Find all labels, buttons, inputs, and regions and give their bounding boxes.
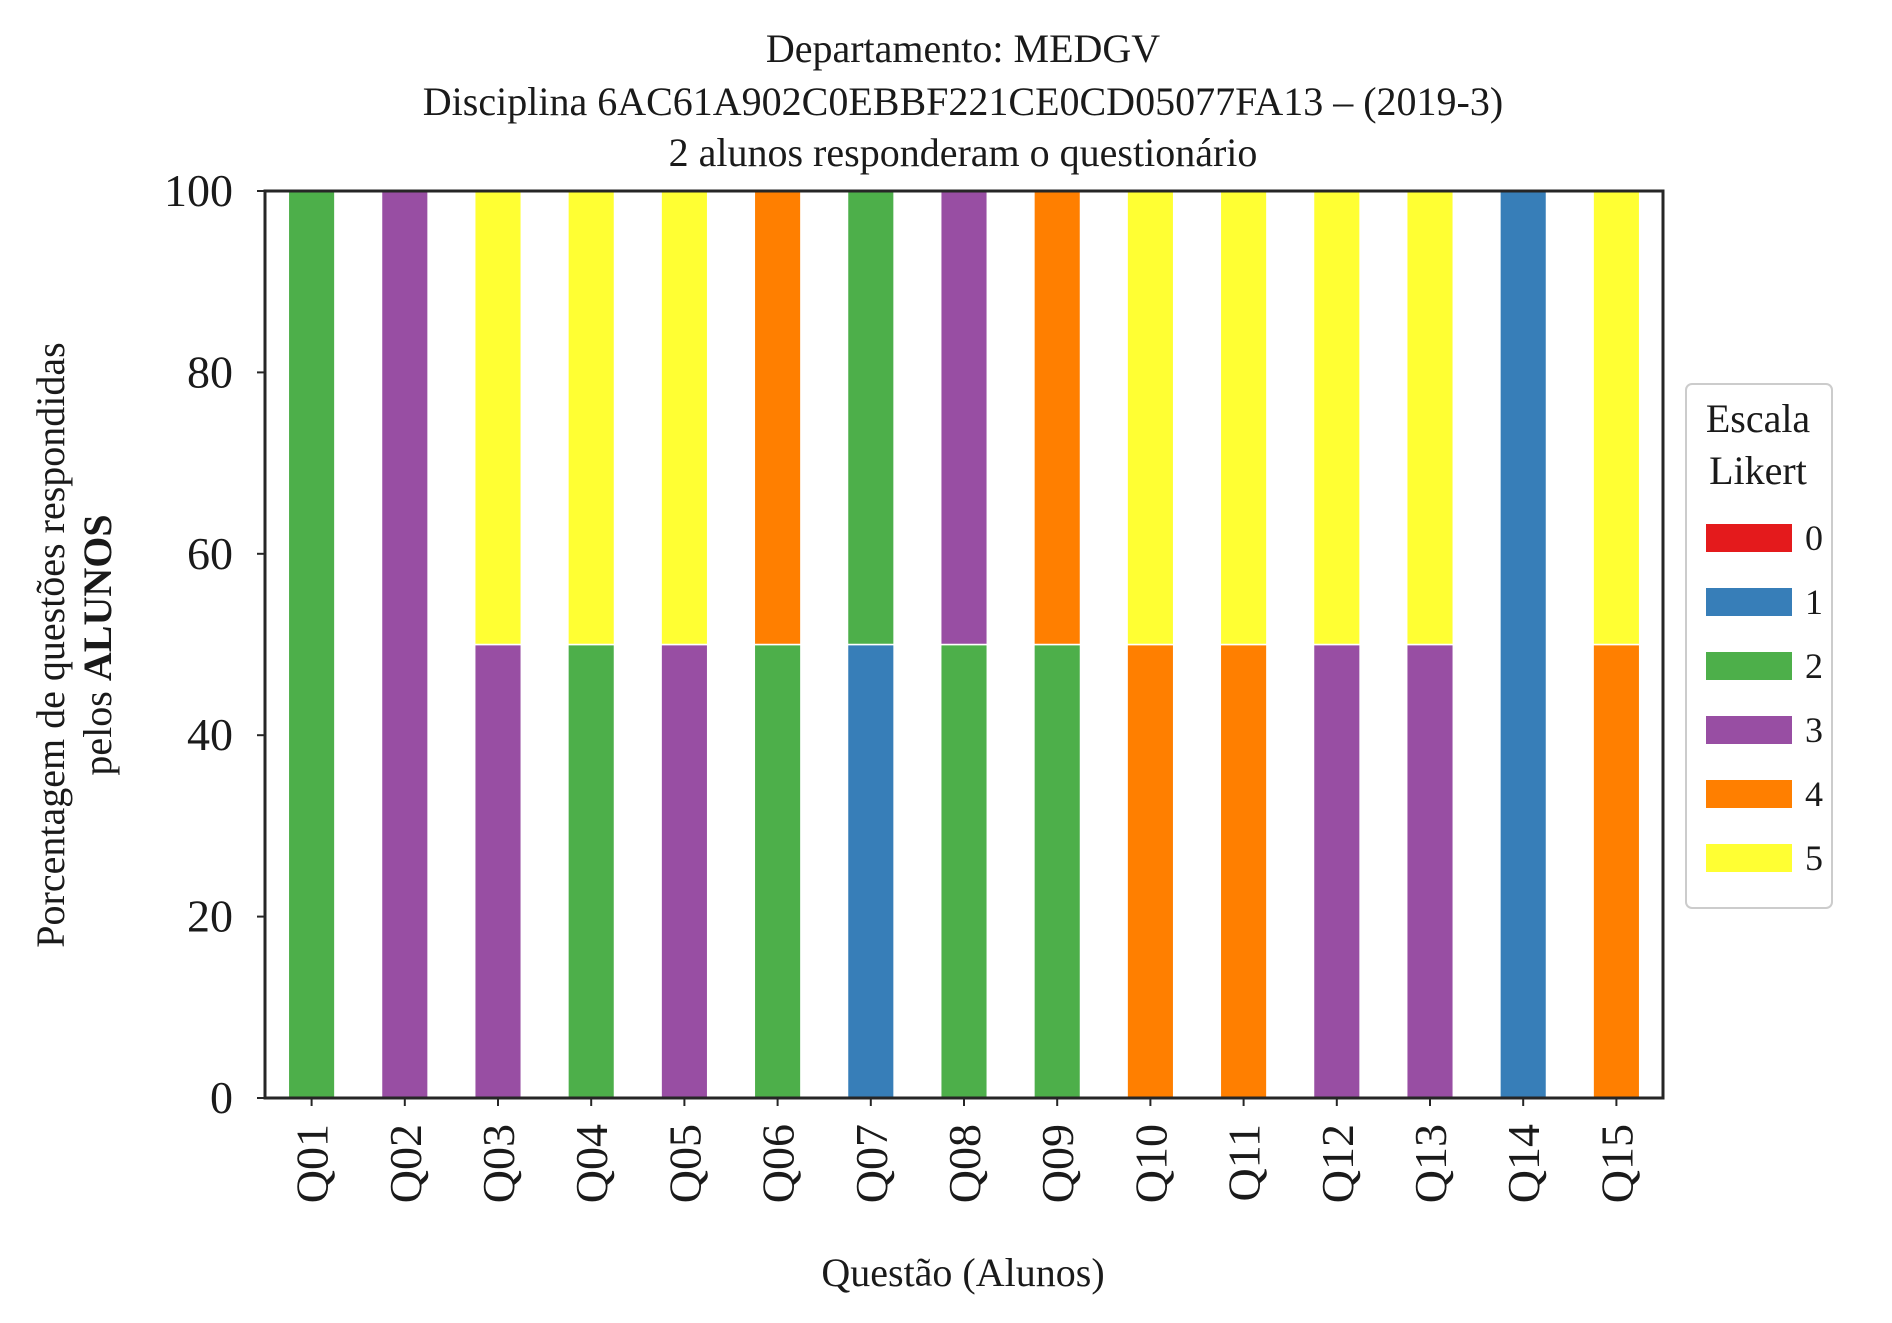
x-tick-label: Q07 [846, 1124, 897, 1203]
bars-group [287, 190, 1641, 1099]
y-axis-label: Porcentagem de questões respondidas pelo… [28, 342, 120, 947]
x-tick-label: Q09 [1032, 1124, 1083, 1203]
x-tick-label: Q04 [566, 1124, 617, 1203]
bar-Q10-likert-4 [1126, 643, 1175, 1099]
x-tick-label: Q01 [287, 1124, 338, 1203]
y-tick-label: 40 [187, 709, 233, 760]
x-tick-label: Q06 [753, 1124, 804, 1203]
bar-Q12-likert-5 [1312, 190, 1361, 646]
x-tick-label: Q13 [1405, 1124, 1456, 1203]
x-tick-label: Q12 [1312, 1124, 1363, 1203]
bar-Q11-likert-4 [1219, 643, 1268, 1099]
legend-swatch-3 [1706, 716, 1792, 744]
x-tick-label: Q10 [1125, 1124, 1176, 1203]
legend-swatch-0 [1706, 524, 1792, 552]
x-tick-label: Q11 [1219, 1124, 1270, 1202]
y-ticks-group: 0 20 40 60 80 100 [164, 165, 265, 1123]
legend-swatch-2 [1706, 652, 1792, 680]
bar-Q04-likert-2 [567, 643, 616, 1099]
y-tick-label: 100 [164, 165, 233, 216]
legend-label-4: 4 [1805, 774, 1823, 814]
bar-Q13-likert-3 [1405, 643, 1455, 1099]
bar-Q09-likert-2 [1033, 643, 1082, 1099]
bar-Q05-likert-5 [660, 190, 709, 646]
bar-Q10-likert-5 [1126, 190, 1175, 646]
chart-title-line-2: Disciplina 6AC61A902C0EBBF221CE0CD05077F… [423, 79, 1503, 124]
legend-box [1685, 383, 1833, 909]
legend-items: 0 1 2 3 4 5 [1706, 518, 1823, 878]
x-tick-label: Q08 [939, 1124, 990, 1203]
plot-frame [263, 189, 1665, 1100]
bar-Q07-likert-2 [846, 190, 895, 646]
bar-Q06-likert-2 [753, 643, 802, 1099]
legend-label-2: 2 [1805, 646, 1823, 686]
bar-Q08-likert-2 [939, 643, 989, 1099]
x-tick-label: Q15 [1591, 1124, 1642, 1203]
legend-label-1: 1 [1805, 582, 1823, 622]
bar-Q06-likert-4 [753, 190, 802, 646]
bar-Q01-likert-2 [287, 190, 336, 1099]
bar-Q03-likert-3 [473, 643, 523, 1099]
bar-Q14-likert-1 [1499, 190, 1548, 1099]
bar-Q05-likert-3 [660, 643, 709, 1099]
y-axis-label-bold: ALUNOS [75, 514, 120, 681]
bar-Q07-likert-1 [846, 643, 895, 1099]
bar-Q13-likert-5 [1405, 190, 1455, 646]
y-axis-label-prefix: pelos [75, 681, 120, 775]
x-ticks-group: Q01 Q02 Q03 Q04 Q05 Q06 Q07 Q08 Q09 Q10 Q11 Q12 Q13 Q… [287, 1098, 1642, 1203]
y-axis-label-line-1: Porcentagem de questões respondidas [28, 342, 73, 947]
legend-swatch-4 [1706, 780, 1792, 808]
bar-Q03-likert-5 [473, 190, 523, 646]
bar-Q04-likert-5 [567, 190, 616, 646]
bar-Q11-likert-5 [1219, 190, 1268, 646]
y-tick-label: 20 [187, 891, 233, 942]
y-tick-label: 80 [187, 346, 233, 397]
bar-Q15-likert-4 [1592, 643, 1641, 1099]
bar-Q09-likert-4 [1033, 190, 1082, 646]
legend: Escala Likert 0 1 2 3 4 5 [1685, 383, 1833, 909]
bar-Q15-likert-5 [1592, 190, 1641, 646]
y-tick-label: 0 [210, 1072, 233, 1123]
x-tick-label: Q02 [380, 1124, 431, 1203]
chart-title-line-1: Departamento: MEDGV [766, 26, 1160, 71]
legend-title-line-1: Escala [1706, 396, 1811, 441]
legend-label-5: 5 [1805, 838, 1823, 878]
x-tick-label: Q03 [473, 1124, 524, 1203]
y-axis-label-line-2: pelos ALUNOS [75, 514, 120, 775]
y-tick-label: 60 [187, 528, 233, 579]
x-tick-label: Q14 [1498, 1124, 1549, 1203]
x-axis-label: Questão (Alunos) [821, 1250, 1104, 1295]
bar-Q02-likert-3 [380, 190, 429, 1099]
bar-Q08-likert-3 [939, 190, 989, 646]
legend-label-3: 3 [1805, 710, 1823, 750]
chart-title-line-3: 2 alunos responderam o questionário [669, 130, 1258, 175]
bar-Q12-likert-3 [1312, 643, 1361, 1099]
legend-label-0: 0 [1805, 518, 1823, 558]
legend-swatch-1 [1706, 588, 1792, 616]
legend-title-line-2: Likert [1709, 448, 1807, 493]
x-tick-label: Q05 [659, 1124, 710, 1203]
legend-swatch-5 [1706, 844, 1792, 872]
